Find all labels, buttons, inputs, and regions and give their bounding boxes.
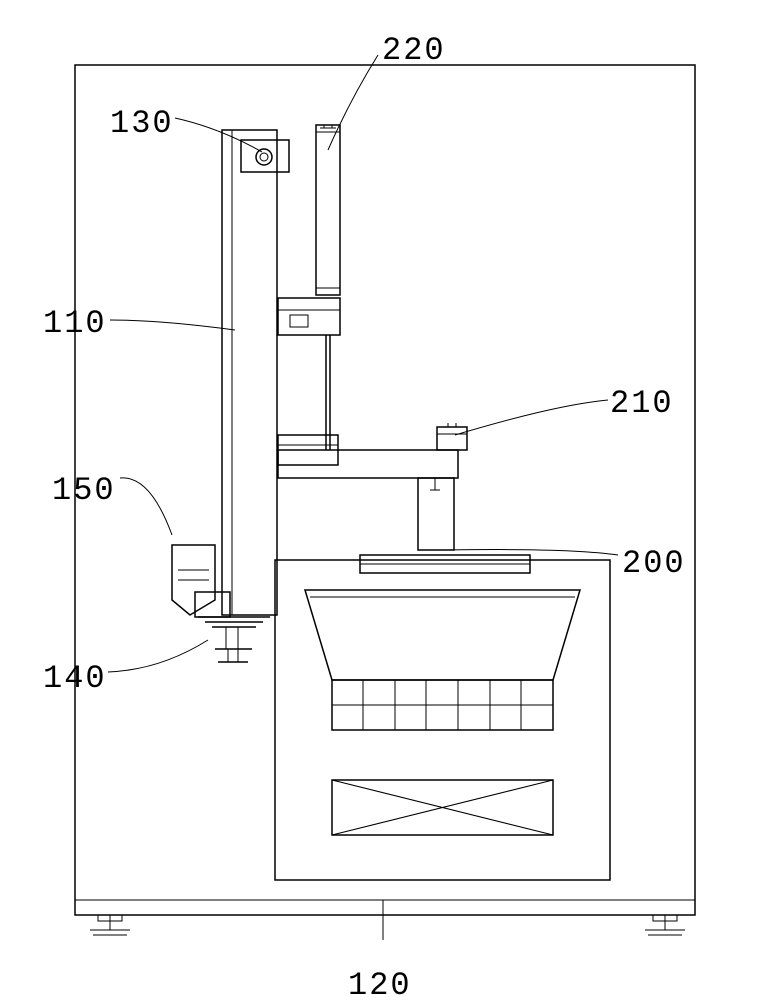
outer-frame [75,65,695,915]
lead-210 [455,400,608,435]
hopper [305,590,580,680]
foot-right [645,915,685,935]
horiz-arm [278,450,458,478]
lead-150 [120,478,172,535]
lead-130 [175,118,262,152]
lead-110 [110,320,235,330]
mid-block [278,298,340,335]
stub-210 [437,427,467,450]
tee-140 [198,617,270,662]
lead-220 [328,55,378,150]
lead-140 [108,640,208,672]
drop-200 [418,478,454,550]
inner-frame [275,560,610,880]
diagram-svg [0,0,770,1000]
cyl-220 [316,125,340,295]
lead-200 [448,550,618,555]
cross-box [332,780,553,835]
column-110 [222,130,277,615]
foot-left [90,915,130,935]
grid [332,680,553,730]
